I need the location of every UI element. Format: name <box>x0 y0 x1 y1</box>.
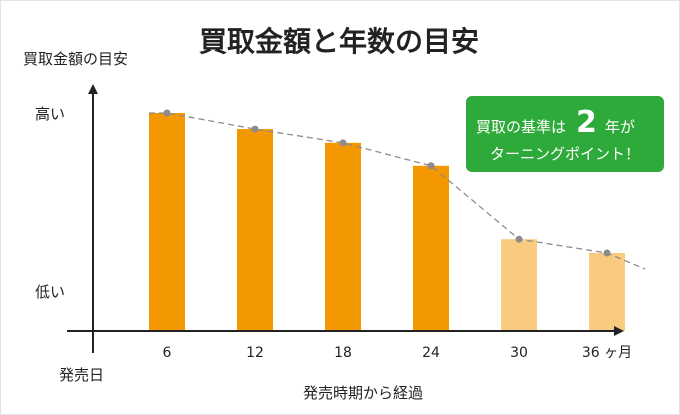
trend-point-1 <box>163 109 171 117</box>
origin-label: 発売日 <box>59 366 104 384</box>
x-tick-labels: 6 12 18 24 30 36 ヶ月 <box>163 345 633 361</box>
x-tick-label-3: 18 <box>334 345 352 361</box>
trend-point-6 <box>603 249 611 257</box>
callout-suffix: 年が <box>605 118 635 136</box>
x-tick-label-1: 6 <box>163 345 172 361</box>
trend-point-5 <box>515 235 523 243</box>
x-axis-label: 発売時期から経過 <box>303 384 423 402</box>
bar-6 <box>589 252 625 331</box>
bar-1 <box>149 113 185 331</box>
bars-group <box>149 113 625 331</box>
x-tick-label-2: 12 <box>246 345 264 361</box>
x-tick-label-6: 36 ヶ月 <box>582 345 632 361</box>
trend-point-2 <box>251 125 259 133</box>
y-axis-label: 買取金額の目安 <box>23 50 128 68</box>
callout-number: 2 <box>576 105 597 140</box>
bar-4 <box>413 165 449 331</box>
callout-box: 買取の基準は 2 年が ターニングポイント！ <box>466 96 664 172</box>
y-high-label: 高い <box>35 105 65 123</box>
bar-3 <box>325 142 361 331</box>
x-tick-label-4: 24 <box>422 345 440 361</box>
callout-prefix: 買取の基準は <box>476 118 566 136</box>
callout-line-1: 買取の基準は 2 年が <box>476 105 635 140</box>
callout-background <box>466 96 664 172</box>
y-low-label: 低い <box>35 283 65 301</box>
trend-point-4 <box>427 162 435 170</box>
callout-line-2: ターニングポイント！ <box>490 145 640 163</box>
bar-2 <box>237 129 273 331</box>
trend-group <box>149 109 646 270</box>
x-tick-label-5: 30 <box>510 345 528 361</box>
bar-5 <box>501 239 537 331</box>
chart-title: 買取金額と年数の目安 <box>199 25 479 58</box>
trend-point-3 <box>339 139 347 147</box>
trend-line <box>149 112 646 270</box>
